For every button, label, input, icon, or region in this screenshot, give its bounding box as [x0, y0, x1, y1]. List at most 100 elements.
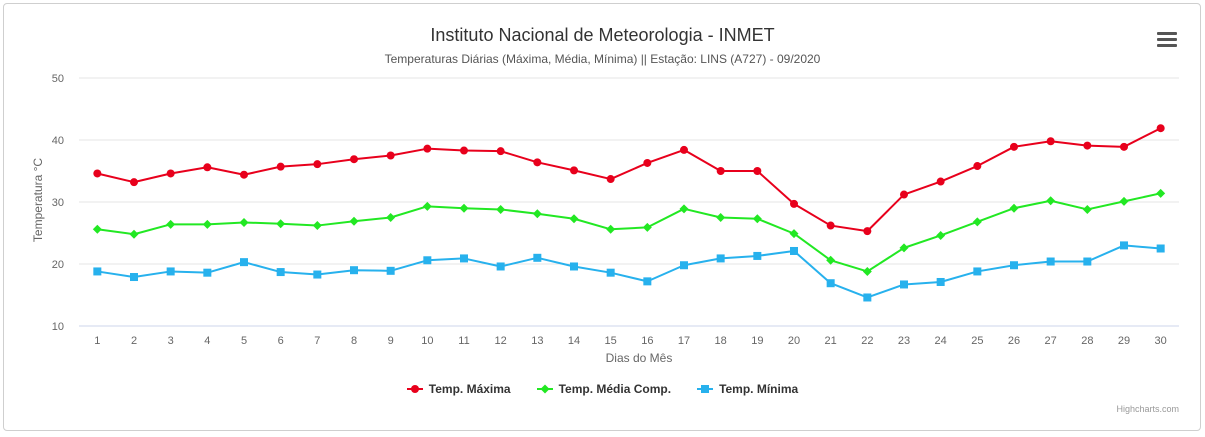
data-point — [569, 214, 579, 224]
chart-title: Instituto Nacional de Meteorologia - INM… — [430, 25, 775, 45]
data-point — [496, 147, 505, 156]
data-point — [349, 216, 359, 226]
x-tick-label: 18 — [715, 335, 727, 347]
x-tick-label: 23 — [898, 335, 910, 347]
chart-legend: Temp. Máxima Temp. Média Comp. Temp. Mínim… — [0, 382, 1205, 396]
data-point — [790, 246, 798, 255]
x-tick-label: 17 — [678, 335, 690, 347]
x-tick-label: 14 — [568, 335, 580, 347]
data-point — [459, 203, 469, 213]
data-point — [533, 158, 542, 167]
data-point — [862, 266, 872, 276]
data-point — [276, 268, 285, 277]
data-point — [936, 277, 945, 286]
x-tick-label: 11 — [458, 335, 469, 347]
legend-symbol — [406, 385, 423, 393]
x-tick-label: 13 — [531, 335, 543, 347]
data-point — [276, 219, 286, 229]
y-tick-label: 10 — [52, 321, 64, 333]
data-point — [203, 268, 212, 277]
x-tick-label: 4 — [204, 335, 210, 347]
data-point — [129, 229, 139, 239]
data-point — [972, 217, 982, 227]
x-tick-label: 10 — [421, 335, 433, 347]
x-tick-label: 15 — [605, 335, 617, 347]
data-point — [92, 224, 102, 234]
data-point — [386, 266, 395, 275]
x-tick-label: 16 — [641, 335, 653, 347]
data-point — [716, 167, 725, 175]
data-point — [642, 222, 652, 232]
x-tick-label: 8 — [351, 335, 357, 347]
data-point — [936, 230, 946, 240]
hamburger-menu-icon[interactable] — [1157, 32, 1177, 48]
x-tick-label: 27 — [1045, 335, 1057, 347]
data-point — [936, 177, 945, 186]
x-tick-label: 24 — [935, 335, 947, 347]
y-axis-title: Temperatura °C — [31, 158, 45, 242]
data-point — [826, 279, 835, 288]
legend-item-2[interactable]: Temp. Média Comp. — [536, 382, 672, 396]
x-tick-label: 22 — [861, 335, 873, 347]
data-point — [1009, 203, 1019, 213]
data-point — [716, 213, 726, 222]
data-point — [460, 146, 468, 155]
data-point — [1120, 241, 1128, 250]
legend-label: Temp. Média Comp. — [558, 382, 672, 396]
x-tick-label: 3 — [168, 335, 174, 347]
x-tick-label: 5 — [241, 335, 247, 347]
data-point — [423, 256, 432, 265]
legend-item-3[interactable]: Temp. Mínima — [697, 382, 798, 396]
data-point — [570, 262, 578, 271]
data-point — [130, 178, 138, 187]
data-point — [900, 190, 908, 199]
data-point — [350, 155, 358, 164]
data-point — [680, 145, 688, 154]
data-point — [716, 254, 725, 263]
data-point — [533, 253, 542, 262]
data-point — [350, 266, 358, 275]
x-tick-label: 29 — [1118, 335, 1130, 347]
x-tick-label: 21 — [825, 335, 837, 347]
data-point — [240, 170, 248, 179]
chart-subtitle: Temperaturas Diárias (Máxima, Média, Mín… — [384, 52, 821, 66]
data-point — [606, 268, 615, 277]
data-point — [1010, 261, 1018, 270]
data-point — [643, 158, 652, 167]
y-tick-label: 30 — [52, 197, 64, 209]
data-point — [496, 262, 505, 271]
data-point — [239, 217, 249, 227]
data-point — [753, 167, 762, 175]
x-tick-label: 7 — [314, 335, 320, 347]
x-tick-label: 12 — [495, 335, 507, 347]
data-point — [386, 213, 396, 222]
credits-link[interactable]: Highcharts.com — [1116, 404, 1179, 414]
legend-item-1[interactable]: Temp. Máxima — [406, 382, 511, 396]
legend-symbol — [536, 384, 553, 394]
data-point — [532, 209, 542, 219]
x-tick-label: 2 — [131, 335, 137, 347]
data-point — [973, 267, 982, 276]
legend-label: Temp. Máxima — [428, 382, 511, 396]
x-tick-label: 1 — [94, 335, 100, 347]
y-tick-label: 20 — [52, 259, 64, 271]
data-point — [130, 273, 138, 282]
data-point — [606, 175, 615, 184]
legend-label: Temp. Mínima — [719, 382, 799, 396]
data-point — [313, 160, 322, 169]
data-point — [1083, 257, 1092, 266]
x-tick-label: 28 — [1081, 335, 1093, 347]
data-point — [166, 219, 176, 229]
data-point — [460, 254, 468, 263]
data-point — [1046, 257, 1055, 266]
data-point — [203, 163, 212, 172]
data-point — [753, 251, 762, 260]
data-point — [863, 227, 872, 236]
data-point — [863, 293, 872, 302]
data-point — [422, 201, 432, 211]
data-point — [1120, 142, 1128, 151]
data-point — [1082, 204, 1092, 214]
data-point — [166, 267, 175, 276]
data-point — [240, 258, 248, 267]
data-point — [423, 144, 432, 153]
